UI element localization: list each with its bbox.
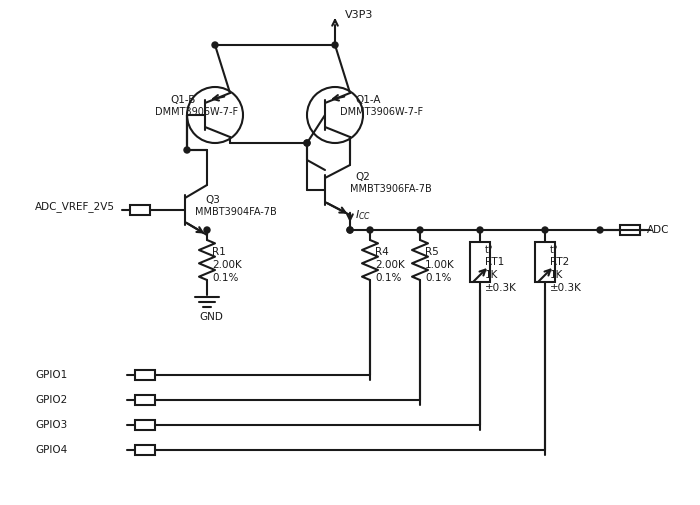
Text: 2.00K: 2.00K: [375, 260, 405, 270]
Text: 2.00K: 2.00K: [212, 260, 241, 270]
Text: 0.1%: 0.1%: [425, 273, 452, 283]
Text: $I_{CC}$: $I_{CC}$: [355, 208, 371, 222]
Text: Q1-A: Q1-A: [355, 95, 381, 105]
Text: 1K: 1K: [485, 270, 498, 280]
Bar: [620, 225, 640, 235]
Text: 1.00K: 1.00K: [425, 260, 455, 270]
Circle shape: [477, 227, 483, 233]
Circle shape: [212, 42, 218, 48]
Bar: [135, 445, 155, 455]
Circle shape: [304, 140, 310, 146]
Circle shape: [417, 227, 423, 233]
Bar: [135, 420, 155, 430]
Text: R4: R4: [375, 247, 389, 257]
Text: Q1-B: Q1-B: [170, 95, 195, 105]
Bar: [130, 205, 150, 215]
Text: GPIO2: GPIO2: [35, 395, 67, 405]
Circle shape: [184, 147, 190, 153]
Text: t°: t°: [550, 245, 559, 255]
Text: ADC: ADC: [647, 225, 669, 235]
Text: Q3: Q3: [205, 195, 220, 205]
Circle shape: [597, 227, 603, 233]
Bar: [535, 242, 555, 282]
Text: DMMT3906W-7-F: DMMT3906W-7-F: [340, 107, 423, 117]
Text: R5: R5: [425, 247, 439, 257]
Text: 0.1%: 0.1%: [375, 273, 401, 283]
Circle shape: [204, 227, 210, 233]
Circle shape: [347, 227, 353, 233]
Circle shape: [542, 227, 548, 233]
Bar: [470, 242, 490, 282]
Text: R1: R1: [212, 247, 225, 257]
Text: 1K: 1K: [550, 270, 564, 280]
Text: GPIO1: GPIO1: [35, 370, 67, 380]
Text: GPIO4: GPIO4: [35, 445, 67, 455]
Text: RT1: RT1: [485, 257, 504, 267]
Text: t°: t°: [485, 245, 494, 255]
Text: V3P3: V3P3: [345, 10, 373, 20]
Text: RT2: RT2: [550, 257, 569, 267]
Text: Q2: Q2: [355, 172, 370, 182]
Circle shape: [347, 227, 353, 233]
Text: MMBT3904FA-7B: MMBT3904FA-7B: [195, 207, 276, 217]
Text: ADC_VREF_2V5: ADC_VREF_2V5: [35, 201, 115, 213]
Bar: [135, 370, 155, 380]
Circle shape: [367, 227, 373, 233]
Text: DMMT3906W-7-F: DMMT3906W-7-F: [155, 107, 238, 117]
Text: 0.1%: 0.1%: [212, 273, 239, 283]
Text: ±0.3K: ±0.3K: [550, 283, 582, 293]
Bar: [135, 395, 155, 405]
Circle shape: [304, 140, 310, 146]
Text: MMBT3906FA-7B: MMBT3906FA-7B: [350, 184, 432, 194]
Text: ±0.3K: ±0.3K: [485, 283, 517, 293]
Circle shape: [332, 42, 338, 48]
Text: GND: GND: [199, 312, 223, 322]
Text: GPIO3: GPIO3: [35, 420, 67, 430]
